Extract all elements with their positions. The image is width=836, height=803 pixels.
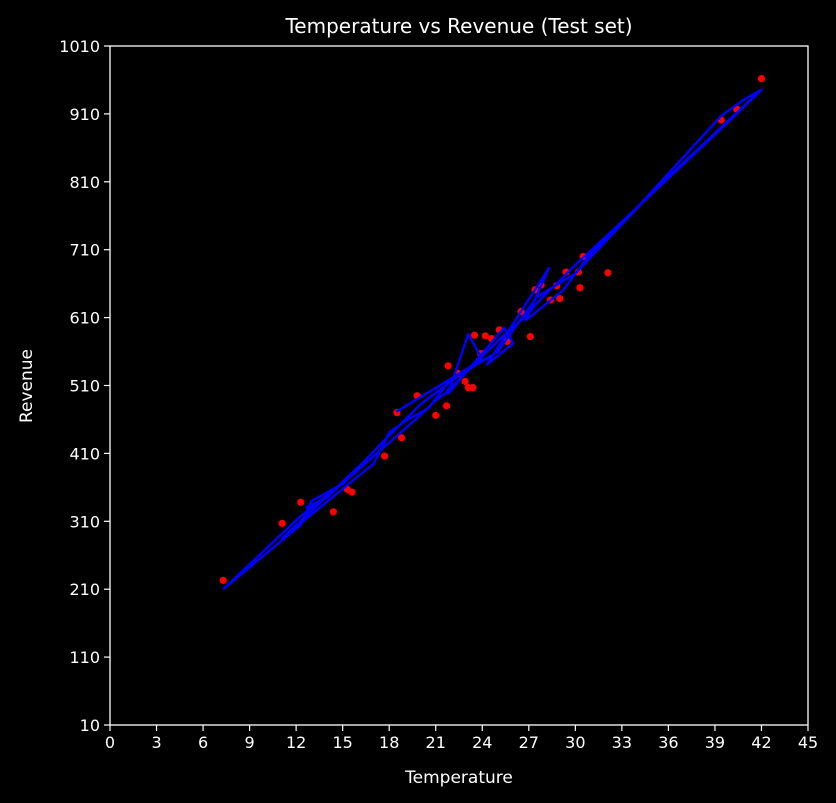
scatter-point	[604, 269, 612, 277]
x-tick-label: 36	[658, 733, 678, 752]
x-tick-label: 33	[612, 733, 632, 752]
y-axis-label: Revenue	[17, 349, 37, 423]
x-tick-label: 9	[245, 733, 255, 752]
y-tick-label: 1010	[59, 37, 100, 56]
x-tick-label: 21	[426, 733, 446, 752]
scatter-point	[469, 383, 477, 392]
x-axis-label: Temperature	[404, 768, 513, 788]
x-tick-label: 15	[332, 733, 352, 752]
scatter-point	[398, 434, 406, 442]
x-axis: 0 3 6 9 12 15 18 21 24 27 30 33 36 39 42 45	[105, 725, 818, 752]
prediction-line-2	[222, 88, 763, 591]
scatter-point	[757, 74, 766, 83]
series-layer	[219, 74, 766, 591]
scatter-point	[576, 284, 584, 292]
scatter-point	[380, 452, 389, 460]
x-tick-label: 3	[151, 733, 161, 752]
scatter-point	[556, 294, 564, 303]
y-tick-label: 210	[69, 580, 100, 599]
y-tick-label: 710	[69, 241, 100, 260]
scatter-point	[470, 331, 479, 339]
y-tick-label: 810	[69, 173, 100, 192]
x-tick-label: 12	[286, 733, 306, 752]
y-axis: 10 110 210 310 410 510 610 710 810 910 1010	[59, 37, 110, 735]
scatter-point	[432, 411, 440, 419]
prediction-line-1	[222, 88, 763, 591]
x-tick-label: 24	[472, 733, 492, 752]
y-tick-label: 910	[69, 105, 100, 124]
scatter-point	[444, 362, 452, 370]
y-tick-label: 310	[69, 512, 100, 531]
scatter-point	[329, 508, 337, 516]
x-tick-label: 0	[105, 733, 115, 752]
x-tick-label: 18	[379, 733, 399, 752]
y-tick-label: 610	[69, 309, 100, 328]
y-tick-label: 410	[69, 444, 100, 463]
scatter-point	[348, 488, 356, 496]
x-tick-label: 45	[798, 733, 818, 752]
scatter-point	[481, 332, 489, 340]
scatter-point	[278, 519, 286, 527]
scatter-point	[219, 576, 227, 584]
x-tick-label: 27	[519, 733, 539, 752]
x-tick-label: 39	[705, 733, 725, 752]
y-tick-label: 10	[80, 716, 100, 735]
y-tick-label: 510	[69, 377, 100, 396]
scatter-point	[526, 333, 534, 341]
x-tick-label: 30	[565, 733, 585, 752]
x-tick-label: 6	[198, 733, 208, 752]
y-tick-label: 110	[69, 648, 100, 667]
scatter-point	[461, 377, 469, 386]
scatter-point	[297, 498, 305, 506]
scatter-point	[442, 402, 451, 410]
chart-title: Temperature vs Revenue (Test set)	[284, 14, 632, 38]
x-tick-label: 42	[751, 733, 771, 752]
